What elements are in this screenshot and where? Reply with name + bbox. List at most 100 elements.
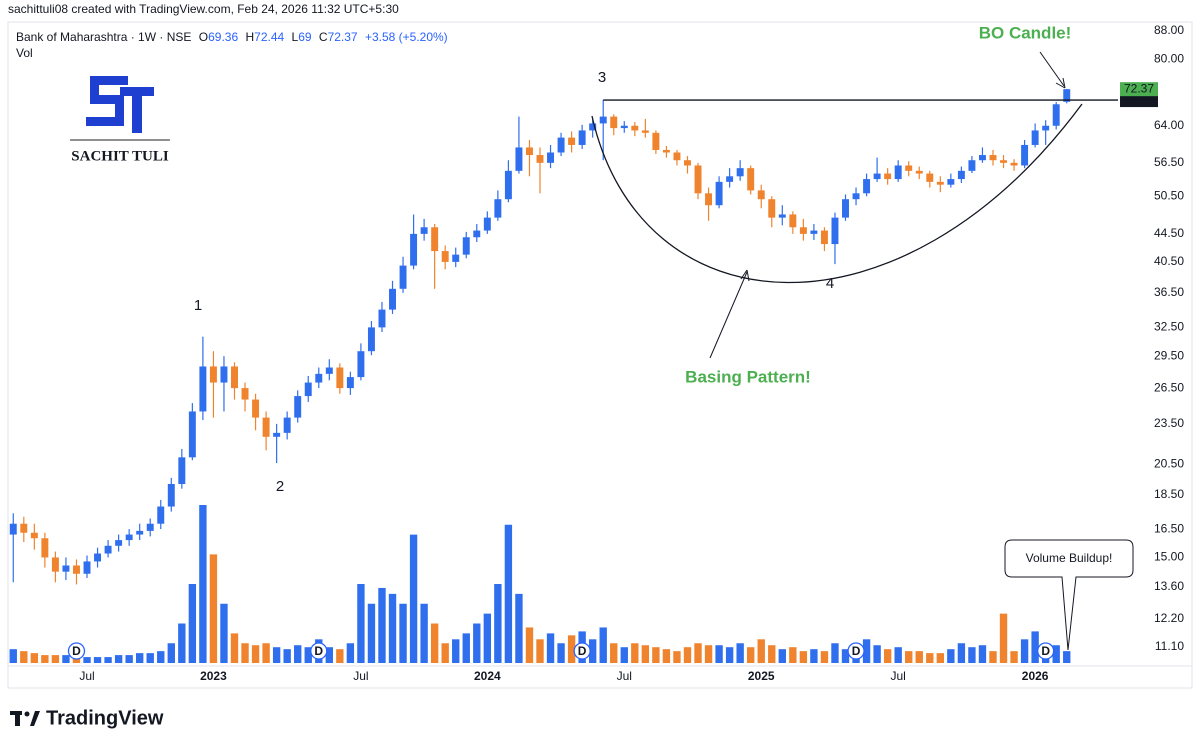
volume-bar — [631, 643, 639, 663]
candle-body — [1052, 104, 1060, 126]
volume-bar — [462, 633, 470, 663]
volume-bar — [894, 647, 902, 663]
candle-body — [410, 233, 418, 266]
candle-body — [936, 181, 944, 185]
candle-body — [620, 125, 628, 129]
volume-bar — [41, 655, 49, 663]
candle-body — [662, 149, 670, 153]
volume-bar — [862, 639, 871, 663]
candle-body — [905, 165, 913, 171]
candle-body — [610, 116, 618, 129]
candle-body — [20, 523, 28, 533]
dividend-label: D — [314, 644, 323, 658]
volume-bar — [220, 603, 228, 663]
volume-bar — [841, 649, 850, 663]
logo-shape — [132, 87, 142, 133]
annotation: Volume Buildup! — [1026, 551, 1113, 565]
logo-shape — [86, 117, 124, 126]
volume-bar — [399, 603, 407, 663]
candle-body — [378, 309, 386, 328]
x-tick-label: 2025 — [748, 669, 775, 683]
y-tick-label: 40.50 — [1154, 254, 1184, 268]
candle-body — [968, 160, 976, 171]
price-tag — [1120, 93, 1158, 108]
volume-bar — [178, 623, 186, 663]
candle-body — [220, 366, 228, 383]
x-tick-label: 2026 — [1022, 669, 1049, 683]
volume-label: Vol — [16, 46, 33, 60]
volume-bar — [810, 649, 818, 663]
candle-body — [515, 147, 523, 171]
volume-bar — [905, 651, 913, 663]
arrow — [1039, 51, 1065, 87]
y-tick-label: 64.00 — [1154, 118, 1184, 132]
volume-bar — [704, 645, 713, 663]
volume-bar — [9, 649, 17, 663]
candle-body — [957, 170, 965, 180]
annotation: Basing Pattern! — [685, 367, 811, 386]
y-tick-label: 13.60 — [1154, 579, 1184, 593]
volume-bar — [283, 649, 291, 663]
candle-body — [357, 351, 365, 378]
candle-body — [715, 181, 723, 206]
header: sachittuli08 created with TradingView.co… — [8, 2, 399, 16]
volume-bar — [536, 639, 544, 663]
volume-bar — [452, 639, 460, 663]
candle-body — [167, 483, 175, 507]
candle-body — [820, 230, 828, 245]
volume-bar — [494, 584, 502, 663]
volume-bar — [789, 647, 797, 663]
logo-shape — [24, 711, 30, 717]
volume-bar — [1010, 651, 1018, 663]
candle-body — [673, 152, 681, 161]
annotation: 4 — [826, 275, 834, 292]
candle-body — [778, 214, 786, 218]
logo-name: SACHIT TULI — [71, 148, 169, 164]
candle-body — [188, 411, 196, 458]
candle-body — [536, 155, 544, 163]
volume-bar — [104, 657, 112, 663]
price-tag-label: 72.37 — [1124, 81, 1154, 95]
candle-body — [336, 367, 344, 389]
ohlc-letter: C — [319, 30, 328, 44]
candle-body — [978, 155, 986, 161]
candle-body — [209, 366, 217, 383]
ohlc-letter: O — [199, 30, 208, 44]
candle-body — [578, 130, 586, 145]
candle-body — [915, 170, 923, 174]
candle-body — [989, 155, 997, 161]
logo-shape — [90, 95, 124, 104]
candle-body — [547, 152, 555, 163]
candle-body — [30, 532, 38, 539]
candle-body — [768, 199, 776, 218]
candle-body — [641, 130, 649, 133]
volume-bar — [557, 643, 565, 663]
candle-body — [241, 388, 249, 400]
volume-bar — [831, 643, 839, 663]
volume-bar — [62, 655, 70, 663]
candle-body — [199, 366, 207, 412]
volume-bar — [409, 534, 418, 663]
volume-bar — [304, 647, 312, 663]
volume-bar — [1063, 651, 1071, 663]
volume-bar — [188, 584, 197, 663]
candle-body — [367, 327, 375, 352]
volume-bar — [230, 633, 239, 663]
volume-bar — [20, 651, 28, 663]
y-tick-label: 44.50 — [1154, 226, 1184, 240]
candle-body — [420, 227, 428, 234]
volume-bar — [325, 647, 333, 663]
candle-body — [1031, 130, 1039, 145]
ohlc-letter: H — [245, 30, 254, 44]
volume-bar — [525, 627, 534, 663]
ohlc-letter: L — [292, 30, 299, 44]
candle-body — [262, 417, 270, 437]
ohlc-value: 69.36 — [208, 30, 238, 44]
candle-body — [894, 165, 902, 180]
volume-bar — [483, 613, 492, 663]
volume-bar — [641, 645, 650, 663]
footer: TradingView — [46, 707, 164, 729]
ohlc-value: 72.37 — [328, 30, 358, 44]
volume-bar — [272, 647, 281, 663]
y-tick-label: 32.50 — [1154, 320, 1184, 334]
